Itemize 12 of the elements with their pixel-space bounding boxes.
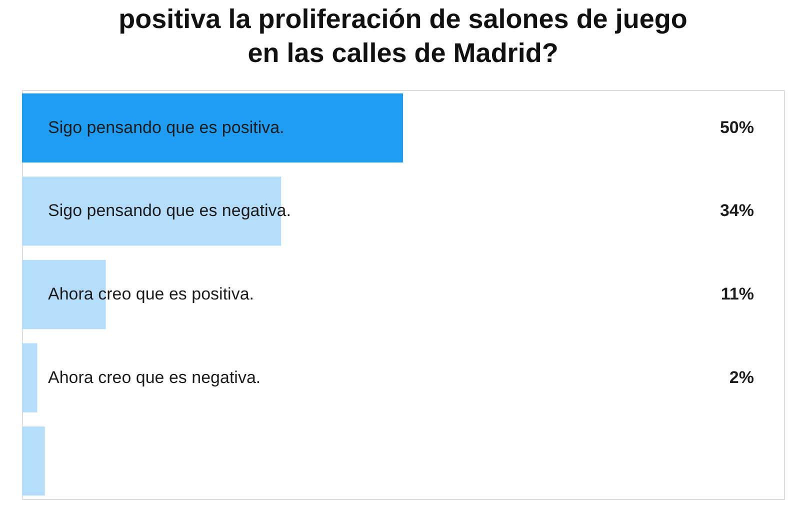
y-tick-label: Sigo pensando que es negativa. bbox=[48, 201, 291, 220]
data-label: 11% bbox=[720, 284, 754, 304]
data-label: 34% bbox=[720, 201, 754, 220]
bar bbox=[22, 343, 38, 412]
data-label: 50% bbox=[720, 118, 754, 137]
bar bbox=[22, 93, 403, 162]
y-tick-label: Ahora creo que es positiva. bbox=[48, 284, 254, 304]
data-label: 2% bbox=[729, 368, 754, 387]
chart-title: positiva la proliferación de salones de juego en las calles de Madrid? bbox=[118, 4, 688, 68]
y-tick-label: Sigo pensando que es positiva. bbox=[48, 118, 284, 137]
bar bbox=[22, 426, 45, 496]
y-tick-label: Ahora creo que es negativa. bbox=[48, 368, 261, 387]
